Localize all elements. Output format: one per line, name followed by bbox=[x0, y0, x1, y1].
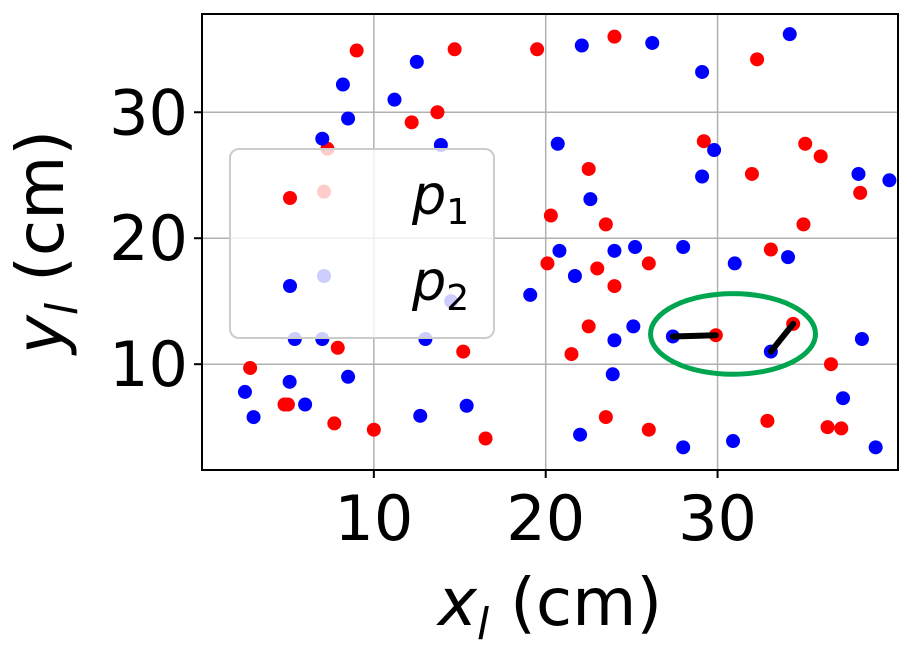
data-point-p1 bbox=[330, 340, 345, 355]
data-point-p2 bbox=[550, 136, 565, 151]
data-point-p2 bbox=[628, 240, 643, 255]
data-point-p1 bbox=[366, 422, 381, 437]
data-point-p2 bbox=[695, 64, 710, 79]
data-point-p1 bbox=[349, 43, 364, 58]
link-segments bbox=[669, 320, 797, 355]
data-point-p2 bbox=[626, 319, 641, 334]
data-point-p1 bbox=[564, 347, 579, 362]
data-point-p2 bbox=[573, 427, 588, 442]
y-tick-label: 20 bbox=[109, 202, 188, 275]
data-point-p2 bbox=[607, 243, 622, 258]
data-point-p2 bbox=[836, 391, 851, 406]
data-point-p1 bbox=[430, 105, 445, 120]
data-point-p1 bbox=[820, 420, 835, 435]
data-point-p2 bbox=[882, 173, 897, 188]
legend: p1 p2 bbox=[229, 148, 495, 339]
data-point-p2 bbox=[282, 374, 297, 389]
data-point-p1 bbox=[744, 166, 759, 181]
x-tick-label: 10 bbox=[334, 482, 413, 555]
highlight-ellipse-layer bbox=[648, 291, 819, 377]
plot-frame bbox=[201, 13, 899, 471]
data-point-p1 bbox=[404, 115, 419, 130]
data-point-p2 bbox=[409, 54, 424, 69]
x-tick-label: 30 bbox=[678, 482, 757, 555]
data-point-p1 bbox=[543, 208, 558, 223]
x-tick-label: 20 bbox=[506, 482, 585, 555]
y-axis-label: yl (cm) bbox=[2, 130, 88, 356]
data-point-p2 bbox=[726, 434, 741, 449]
data-point-p1 bbox=[750, 52, 765, 67]
data-point-p1 bbox=[540, 256, 555, 271]
legend-marker-p2 bbox=[283, 279, 297, 293]
data-point-p1 bbox=[853, 185, 868, 200]
data-point-p1 bbox=[456, 344, 471, 359]
data-point-p1 bbox=[823, 357, 838, 372]
data-point-p2 bbox=[341, 369, 356, 384]
x-axis-ticks: 10 20 30 bbox=[334, 470, 757, 555]
data-point-p1 bbox=[598, 217, 613, 232]
data-point-p1 bbox=[243, 360, 258, 375]
link-segment bbox=[767, 320, 797, 355]
data-point-p1 bbox=[641, 256, 656, 271]
data-point-p2 bbox=[851, 166, 866, 181]
data-point-p1 bbox=[834, 421, 849, 436]
data-point-p1 bbox=[813, 149, 828, 164]
data-point-p1 bbox=[581, 319, 596, 334]
link-segment bbox=[669, 332, 719, 340]
data-point-p1 bbox=[280, 397, 295, 412]
highlight-ellipse bbox=[648, 291, 819, 377]
data-point-p2 bbox=[605, 367, 620, 382]
data-point-p2 bbox=[868, 440, 883, 455]
data-point-p1 bbox=[696, 134, 711, 149]
data-point-p2 bbox=[413, 408, 428, 423]
data-point-p2 bbox=[335, 77, 350, 92]
data-point-p1 bbox=[327, 416, 342, 431]
data-point-p1 bbox=[763, 242, 778, 257]
data-point-p2 bbox=[676, 440, 691, 455]
data-point-p2 bbox=[552, 243, 567, 258]
legend-label-p1: p1 bbox=[411, 164, 469, 233]
data-point-p1 bbox=[581, 161, 596, 176]
y-axis-ticks: 10 20 30 bbox=[109, 76, 202, 401]
y-tick-label: 10 bbox=[109, 328, 188, 401]
data-point-p2 bbox=[781, 250, 796, 265]
data-point-p2 bbox=[695, 169, 710, 184]
data-point-p1 bbox=[447, 42, 462, 57]
data-point-p2 bbox=[246, 410, 261, 425]
legend-marker-p1 bbox=[283, 191, 297, 205]
data-point-p1 bbox=[478, 431, 493, 446]
data-point-p1 bbox=[530, 42, 545, 57]
data-point-p2 bbox=[298, 397, 313, 412]
data-point-p2 bbox=[315, 131, 330, 146]
data-point-p1 bbox=[607, 279, 622, 294]
data-point-p1 bbox=[590, 261, 605, 276]
data-point-p1 bbox=[760, 413, 775, 428]
data-point-p2 bbox=[707, 143, 722, 158]
data-point-p2 bbox=[645, 35, 660, 50]
data-point-p1 bbox=[641, 422, 656, 437]
data-point-p2 bbox=[567, 269, 582, 284]
data-point-p2 bbox=[782, 27, 797, 42]
data-point-p2 bbox=[583, 192, 598, 207]
data-point-p1 bbox=[598, 410, 613, 425]
data-point-p2 bbox=[727, 256, 742, 271]
x-axis-label: xl (cm) bbox=[436, 564, 662, 645]
data-point-p1 bbox=[796, 217, 811, 232]
y-tick-label: 30 bbox=[109, 76, 188, 149]
data-point-p2 bbox=[237, 384, 252, 399]
data-point-p2 bbox=[387, 92, 402, 107]
data-point-p2 bbox=[341, 111, 356, 126]
data-point-p2 bbox=[607, 333, 622, 348]
data-point-p2 bbox=[676, 240, 691, 255]
data-point-p1 bbox=[607, 29, 622, 44]
data-point-p2 bbox=[459, 398, 474, 413]
data-point-p2 bbox=[854, 331, 869, 346]
data-point-p2 bbox=[523, 287, 538, 302]
legend-label-p2: p2 bbox=[411, 250, 469, 319]
data-point-p1 bbox=[798, 136, 813, 151]
data-point-p2 bbox=[574, 38, 589, 53]
